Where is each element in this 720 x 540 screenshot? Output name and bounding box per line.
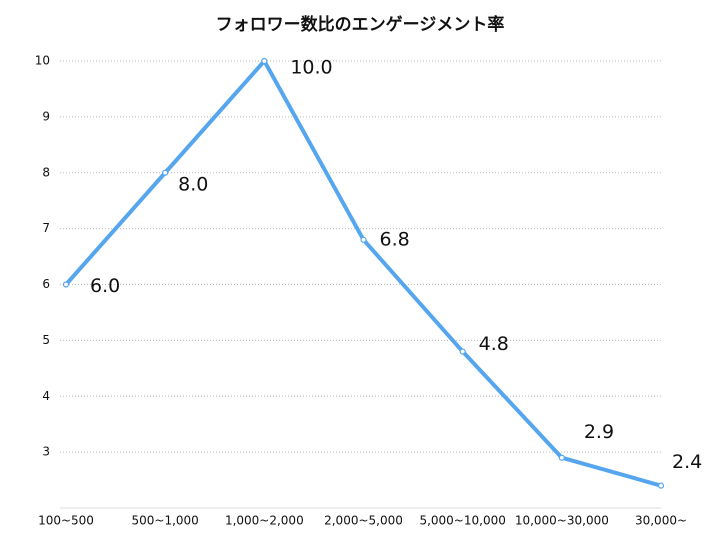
y-tick-label: 3 [42, 445, 50, 459]
y-tick-label: 10 [35, 54, 50, 68]
y-tick-label: 6 [42, 277, 50, 291]
x-tick-label: 2,000~5,000 [324, 514, 403, 528]
value-label: 6.0 [90, 275, 120, 297]
point [459, 348, 466, 355]
x-tick-label: 100~500 [38, 514, 94, 528]
y-tick-label: 9 [42, 109, 50, 123]
point [360, 236, 367, 243]
y-tick-label: 5 [42, 333, 50, 347]
value-label: 6.8 [380, 228, 410, 250]
value-label: 10.0 [290, 57, 332, 79]
x-tick-label: 30,000~ [635, 514, 687, 528]
x-tick-label: 5,000~10,000 [419, 514, 505, 528]
x-tick-label: 1,000~2,000 [225, 514, 304, 528]
value-label: 8.0 [178, 173, 208, 195]
y-tick-label: 8 [42, 165, 50, 179]
value-label: 4.8 [479, 333, 509, 355]
value-label: 2.9 [584, 421, 614, 443]
y-tick-label: 7 [42, 221, 50, 235]
x-tick-label: 500~1,000 [132, 514, 199, 528]
chart-title: フォロワー数比のエンゲージメント率 [216, 14, 505, 35]
point [261, 57, 268, 65]
y-tick-label: 4 [42, 389, 50, 403]
point [162, 169, 169, 176]
x-tick-label: 10,000~30,000 [515, 514, 609, 528]
value-label: 2.4 [672, 451, 702, 473]
point [657, 482, 665, 489]
line [64, 59, 662, 488]
point [62, 281, 70, 288]
point [558, 454, 565, 461]
